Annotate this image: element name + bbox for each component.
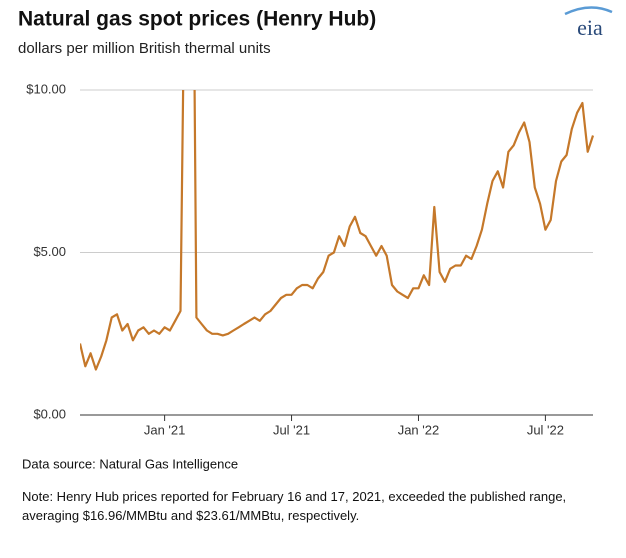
note: Note: Henry Hub prices reported for Febr… xyxy=(22,489,567,523)
price-line xyxy=(80,90,594,371)
note-box: Note: Henry Hub prices reported for Febr… xyxy=(22,489,567,523)
x-tick-label: Jul '21 xyxy=(273,422,310,437)
x-tick-label: Jan '22 xyxy=(398,422,440,437)
logo-swoosh xyxy=(564,6,613,16)
chart-subtitle: dollars per million British thermal unit… xyxy=(18,40,271,57)
y-tick-label: $0.00 xyxy=(33,406,66,421)
source: Data source: Natural Gas Intelligence xyxy=(22,456,238,471)
x-tick-label: Jul '22 xyxy=(527,422,564,437)
chart-title: Natural gas spot prices (Henry Hub) xyxy=(18,8,376,31)
y-tick-label: $10.00 xyxy=(26,81,66,96)
x-tick-label: Jan '21 xyxy=(144,422,186,437)
logo: eia xyxy=(577,15,603,40)
y-tick-label: $5.00 xyxy=(33,244,66,259)
